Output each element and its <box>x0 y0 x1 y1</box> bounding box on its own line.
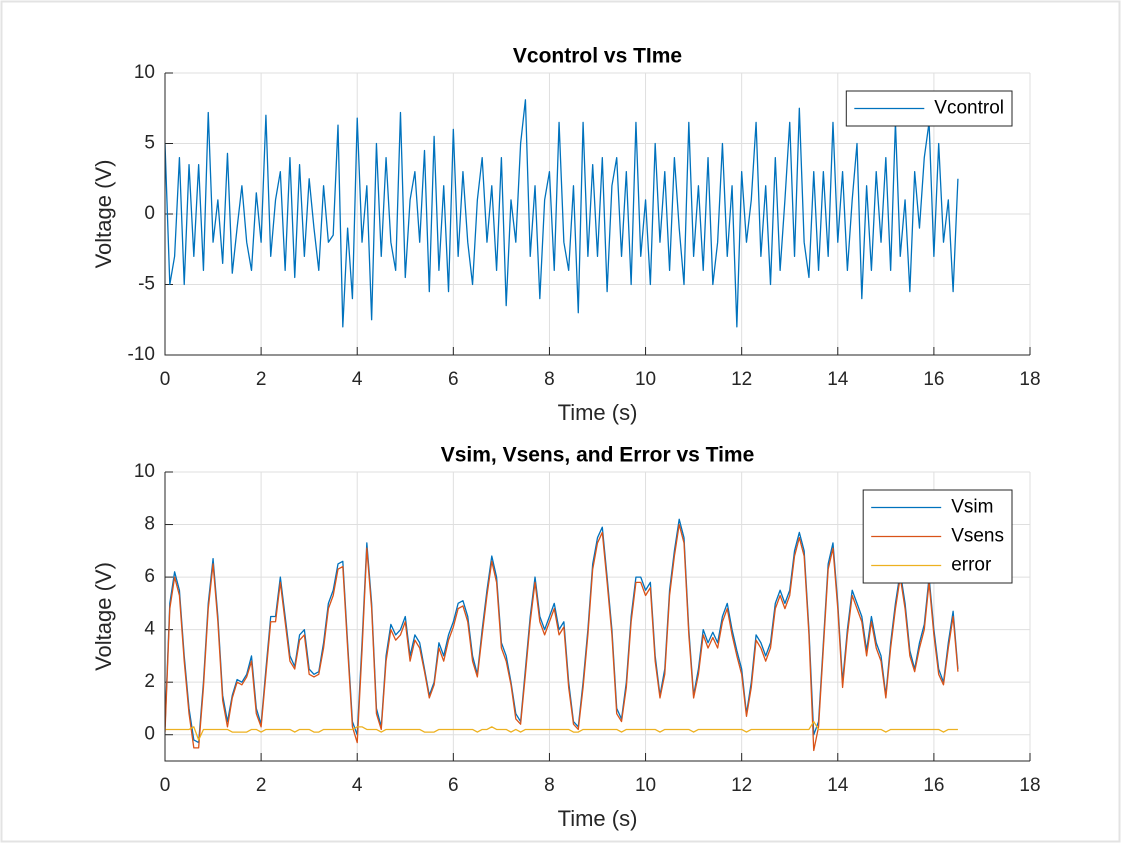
x-tick-label: 8 <box>544 369 555 390</box>
x-tick-label: 4 <box>352 775 363 796</box>
y-tick-label: 0 <box>144 724 155 745</box>
chart-title: Vcontrol vs TIme <box>513 45 682 68</box>
legend: Vcontrol <box>845 90 1013 127</box>
axes-box <box>164 73 1030 356</box>
y-tick-label: 5 <box>144 133 155 154</box>
axes-box <box>164 472 1030 762</box>
series-line <box>165 720 958 741</box>
x-tick-label: 18 <box>1019 775 1040 796</box>
x-tick-label: 8 <box>544 775 555 796</box>
x-axis-label: Time (s) <box>558 400 638 425</box>
y-axis-label: Voltage (V) <box>91 160 116 269</box>
x-tick-label: 0 <box>160 775 171 796</box>
legend-label: Vcontrol <box>934 98 1004 119</box>
legend-label: Vsim <box>951 497 993 518</box>
x-tick-label: 10 <box>635 775 656 796</box>
y-tick-label: 0 <box>144 203 155 224</box>
x-axis-label: Time (s) <box>558 806 638 831</box>
legend: Vsim Vsens error <box>862 489 1013 584</box>
x-tick-label: 12 <box>731 369 752 390</box>
y-axis-label: Voltage (V) <box>91 562 116 671</box>
x-tick-label: 18 <box>1019 369 1040 390</box>
legend-label: Vsens <box>951 526 1004 547</box>
x-tick-label: 14 <box>827 775 849 796</box>
chart-title: Vsim, Vsens, and Error vs Time <box>441 444 755 467</box>
y-tick-label: -5 <box>138 274 155 295</box>
x-tick-label: 16 <box>923 369 944 390</box>
series-group <box>165 518 959 752</box>
y-tick-label: 6 <box>144 566 155 587</box>
x-tick-label: 2 <box>256 369 267 390</box>
x-tick-label: 6 <box>448 369 459 390</box>
y-tick-label: 4 <box>144 619 155 640</box>
x-tick-label: 14 <box>827 369 849 390</box>
y-tick-label: 2 <box>144 671 155 692</box>
y-tick-label: 10 <box>134 62 155 83</box>
x-tick-label: 12 <box>731 775 752 796</box>
x-tick-label: 6 <box>448 775 459 796</box>
x-tick-label: 10 <box>635 369 656 390</box>
x-tick-label: 16 <box>923 775 944 796</box>
y-tick-label: 8 <box>144 514 155 535</box>
x-tick-label: 0 <box>160 369 171 390</box>
series-line <box>165 99 959 328</box>
y-tick-label: -10 <box>128 344 155 365</box>
x-tick-label: 4 <box>352 369 363 390</box>
y-tick-label: 10 <box>134 461 155 482</box>
series-group <box>165 99 959 328</box>
x-tick-label: 2 <box>256 775 267 796</box>
legend-label: error <box>951 555 992 576</box>
series-line <box>165 523 959 752</box>
